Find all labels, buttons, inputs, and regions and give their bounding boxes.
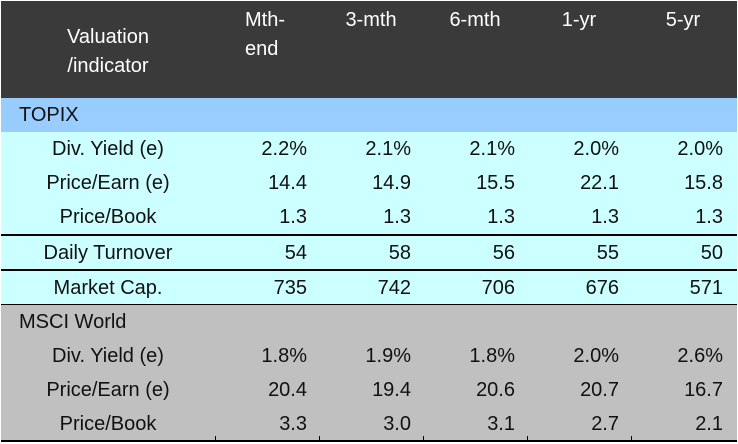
cell-value: 1.3 xyxy=(487,206,515,228)
row-label: Price/Earn (e) xyxy=(46,172,170,194)
cell-value: 15.5 xyxy=(476,172,515,194)
cell-value: 14.9 xyxy=(372,172,411,194)
cell-value: 15.8 xyxy=(684,172,723,194)
header-5-year: 5-yr xyxy=(665,9,701,31)
row-divider xyxy=(1,234,737,236)
cell-value: 2.2% xyxy=(261,138,307,160)
table-row: Price/Book 3.3 3.0 3.1 2.7 2.1 xyxy=(1,407,737,441)
section-msci-world: MSCI World xyxy=(1,305,737,339)
cell-value: 14.4 xyxy=(268,172,307,194)
table-bottom-border xyxy=(1,440,737,442)
cell-value: 1.9% xyxy=(365,345,411,367)
cell-value: 1.3 xyxy=(383,206,411,228)
cell-value: 54 xyxy=(284,242,307,264)
header-month-end-line2: end xyxy=(245,38,279,60)
column-tick xyxy=(423,436,424,442)
header-indicator-line2: /indicator xyxy=(67,55,149,77)
cell-value: 1.3 xyxy=(591,206,619,228)
row-label: Market Cap. xyxy=(53,277,163,299)
cell-value: 50 xyxy=(700,242,723,264)
cell-value: 3.1 xyxy=(487,413,515,435)
column-tick xyxy=(631,436,632,442)
cell-value: 2.0% xyxy=(677,138,723,160)
cell-value: 55 xyxy=(596,242,619,264)
row-label: Price/Book xyxy=(59,206,157,228)
cell-value: 1.3 xyxy=(279,206,307,228)
cell-value: 2.1% xyxy=(365,138,411,160)
cell-value: 1.3 xyxy=(695,206,723,228)
table-row: Price/Book 1.3 1.3 1.3 1.3 1.3 xyxy=(1,200,737,234)
column-tick xyxy=(527,436,528,442)
row-label: Div. Yield (e) xyxy=(52,345,164,367)
section-topix: TOPIX xyxy=(1,98,737,132)
table-row: Daily Turnover 54 58 56 55 50 xyxy=(1,236,737,270)
cell-value: 20.6 xyxy=(476,379,515,401)
cell-value: 571 xyxy=(689,277,723,299)
cell-value: 20.4 xyxy=(268,379,307,401)
cell-value: 58 xyxy=(388,242,411,264)
cell-value: 3.0 xyxy=(383,413,411,435)
row-label: Daily Turnover xyxy=(43,242,173,264)
cell-value: 19.4 xyxy=(372,379,411,401)
cell-value: 735 xyxy=(273,277,307,299)
header-6-month: 6-mth xyxy=(449,9,501,31)
cell-value: 22.1 xyxy=(580,172,619,194)
cell-value: 2.1% xyxy=(469,138,515,160)
cell-value: 2.0% xyxy=(573,138,619,160)
row-label: Div. Yield (e) xyxy=(52,138,164,160)
cell-value: 676 xyxy=(585,277,619,299)
header-3-month: 3-mth xyxy=(345,9,397,31)
cell-value: 20.7 xyxy=(580,379,619,401)
cell-value: 2.6% xyxy=(677,345,723,367)
cell-value: 1.8% xyxy=(469,345,515,367)
cell-value: 2.0% xyxy=(573,345,619,367)
header-indicator: Valuation /indicator xyxy=(1,23,215,81)
header-month-end-line1: Mth- xyxy=(245,9,285,31)
cell-value: 1.8% xyxy=(261,345,307,367)
header-month-end: Mth- end xyxy=(215,6,319,64)
row-label: Price/Earn (e) xyxy=(46,379,170,401)
row-label: Price/Book xyxy=(59,413,157,435)
table-row: Div. Yield (e) 2.2% 2.1% 2.1% 2.0% 2.0% xyxy=(1,132,737,166)
table-row: Price/Earn (e) 14.4 14.9 15.5 22.1 15.8 xyxy=(1,166,737,200)
row-divider xyxy=(1,269,737,271)
table-row: Div. Yield (e) 1.8% 1.9% 1.8% 2.0% 2.6% xyxy=(1,339,737,373)
header-1-year: 1-yr xyxy=(561,9,597,31)
cell-value: 2.7 xyxy=(591,413,619,435)
cell-value: 16.7 xyxy=(684,379,723,401)
cell-value: 742 xyxy=(377,277,411,299)
cell-value: 56 xyxy=(492,242,515,264)
column-tick xyxy=(215,436,216,442)
table-row: Price/Earn (e) 20.4 19.4 20.6 20.7 16.7 xyxy=(1,373,737,407)
table-row: Market Cap. 735 742 706 676 571 xyxy=(1,271,737,305)
cell-value: 2.1 xyxy=(695,413,723,435)
cell-value: 706 xyxy=(481,277,515,299)
column-tick xyxy=(319,436,320,442)
cell-value: 3.3 xyxy=(279,413,307,435)
table-header: Valuation /indicator Mth- end 3-mth 6-mt… xyxy=(1,1,737,98)
header-indicator-line1: Valuation xyxy=(67,26,149,48)
